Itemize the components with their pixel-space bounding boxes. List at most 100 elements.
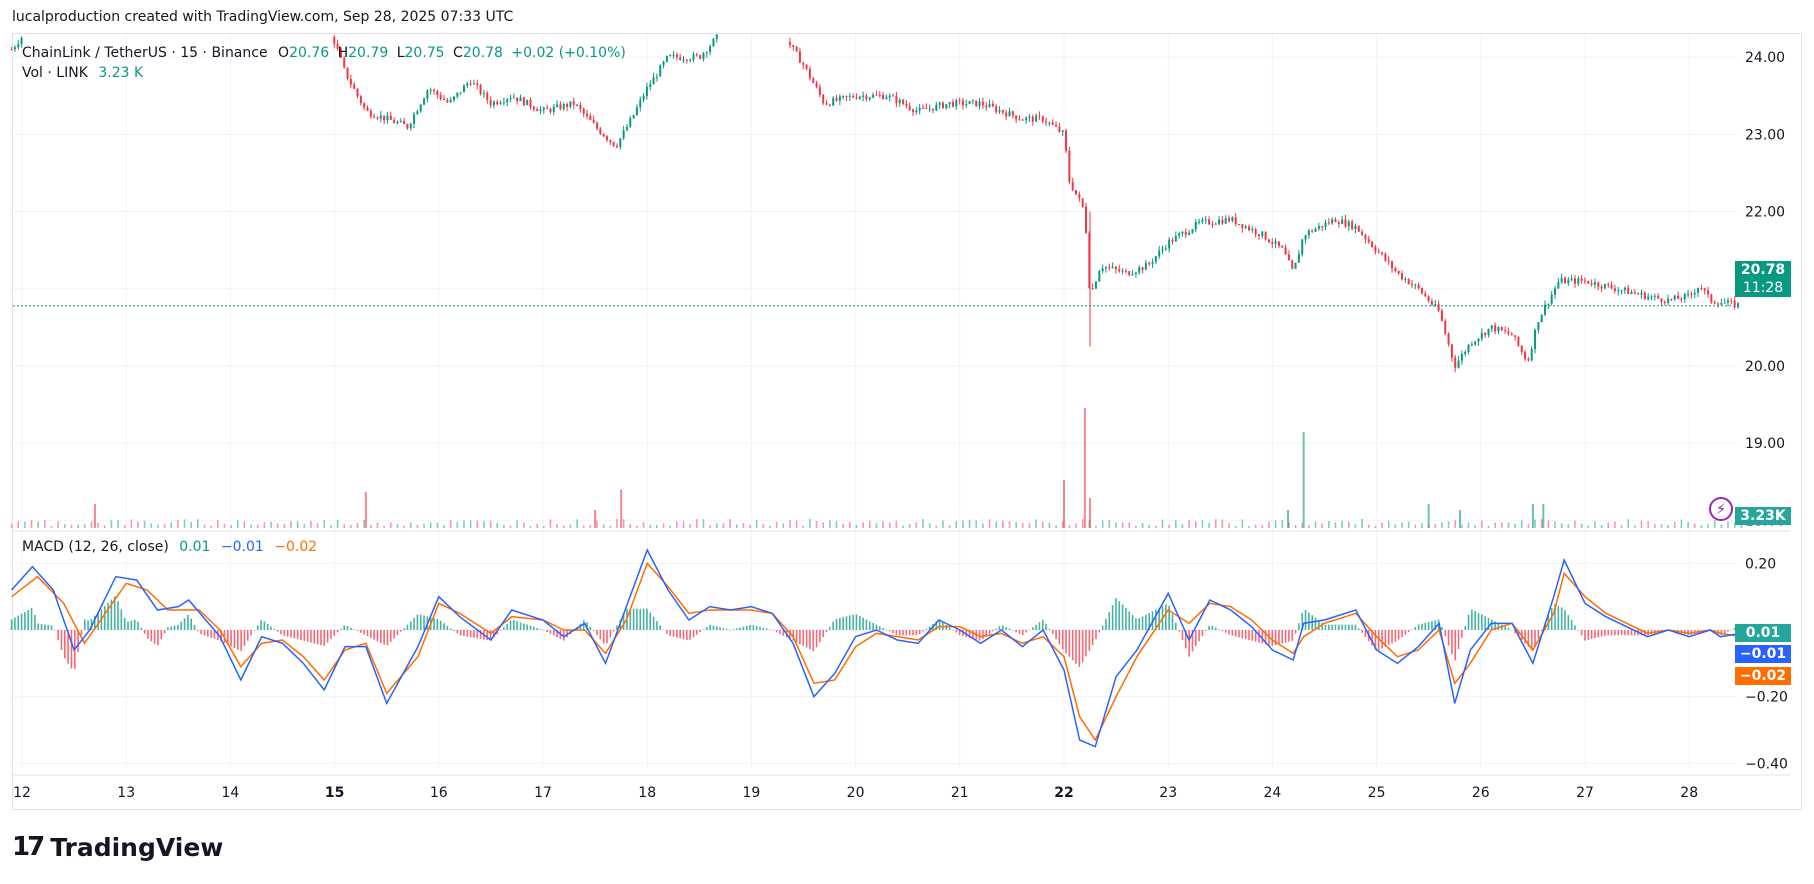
symbol-legend[interactable]: ChainLink / TetherUS · 15 · Binance O20.… <box>22 45 626 61</box>
volume-bar <box>955 521 958 528</box>
candle-body <box>665 55 668 62</box>
candle-body <box>895 96 898 104</box>
x-tick-label: 23 <box>1159 785 1177 801</box>
candle-body <box>339 48 342 58</box>
candle-body <box>1144 263 1147 270</box>
volume-bar <box>1341 520 1343 528</box>
macd-histogram-bar <box>353 629 355 630</box>
macd-signal-value: −0.02 <box>274 539 318 555</box>
candle-body <box>1257 234 1260 237</box>
candle-body <box>702 53 705 59</box>
macd-histogram-bar <box>250 630 252 636</box>
candle-body <box>1417 284 1420 289</box>
macd-histogram-bar <box>543 630 545 631</box>
candle-body <box>652 77 655 85</box>
macd-legend[interactable]: MACD (12, 26, close) 0.01 −0.01 −0.02 <box>22 539 317 555</box>
macd-histogram-bar <box>1404 630 1407 635</box>
candle-body <box>1597 282 1600 287</box>
macd-histogram-bar <box>779 630 781 634</box>
candle-body <box>586 113 589 116</box>
x-tick-label: 25 <box>1368 785 1386 801</box>
volume-bar <box>1547 520 1550 528</box>
macd-histogram-bar <box>1487 617 1490 630</box>
candle-body <box>961 100 964 106</box>
candle-body <box>406 124 409 129</box>
candle-body <box>383 115 386 121</box>
candle-body <box>363 103 366 108</box>
macd-histogram-bar <box>868 621 871 630</box>
macd-histogram-bar <box>469 630 472 638</box>
candle-body <box>1208 219 1211 225</box>
lightning-icon[interactable]: ⚡ <box>1709 497 1733 521</box>
candle-body <box>1673 295 1676 300</box>
volume-bar <box>755 519 758 528</box>
volume-bar <box>1374 525 1377 528</box>
volume-bar <box>330 525 332 528</box>
volume-bar <box>529 525 532 528</box>
candle-body <box>1088 232 1091 289</box>
candle-body <box>659 65 662 77</box>
volume-bar <box>263 522 266 528</box>
macd-histogram-bar <box>1171 614 1174 630</box>
volume-bar <box>1387 520 1390 528</box>
macd-histogram-bar <box>1278 630 1280 645</box>
candle-body <box>599 128 602 134</box>
volume-legend[interactable]: Vol · LINK 3.23 K <box>22 65 143 81</box>
macd-histogram-bar <box>486 630 489 641</box>
macd-histogram-bar <box>1228 630 1230 635</box>
candle-body <box>978 101 981 107</box>
candle-body <box>446 99 449 103</box>
macd-histogram-bar <box>1387 630 1390 646</box>
volume-bar <box>1567 524 1570 528</box>
volume-bar <box>1294 524 1297 528</box>
volume-bar <box>137 521 139 528</box>
symbol-title[interactable]: ChainLink / TetherUS · 15 · Binance <box>22 45 268 61</box>
macd-histogram-bar <box>370 630 372 638</box>
macd-histogram-bar <box>1204 630 1207 632</box>
candle-body <box>639 99 642 108</box>
macd-histogram-bar <box>220 630 222 642</box>
volume-bar <box>709 525 711 528</box>
volume-bar <box>928 523 931 528</box>
volume-bar <box>908 524 911 528</box>
macd-histogram-bar <box>955 630 958 633</box>
candle-body <box>502 102 505 104</box>
volume-bar <box>1028 523 1031 528</box>
macd-histogram-bar <box>1184 630 1187 649</box>
chart-canvas[interactable]: 12 13 14 15 16 17 18 19 20 21 22 23 24 25 26 27 28 24.00 2… <box>0 0 1814 820</box>
candle-body <box>549 109 552 112</box>
volume-bar <box>523 522 525 528</box>
volume-bar <box>855 524 858 528</box>
macd-histogram-bar <box>456 630 459 634</box>
macd-histogram-bar <box>340 628 342 630</box>
candle-body <box>1384 254 1387 261</box>
candle-body <box>1484 332 1487 336</box>
candle-body <box>828 104 831 106</box>
candle-body <box>1603 283 1606 289</box>
price-tick-label: 20.00 <box>1745 359 1785 375</box>
candle-body <box>452 96 455 100</box>
x-tick-label: 20 <box>847 785 865 801</box>
macd-histogram-bar <box>473 630 475 638</box>
macd-histogram-bar <box>925 629 928 630</box>
macd-histogram-bar <box>765 628 768 630</box>
volume-bar <box>463 520 465 528</box>
candle-body <box>356 88 359 97</box>
volume-bar <box>183 519 186 528</box>
candle-body <box>802 62 805 65</box>
candle-body <box>1723 302 1726 304</box>
volume-bar <box>483 521 485 528</box>
macd-histogram-bar <box>915 630 918 636</box>
candle-body <box>1374 247 1377 252</box>
macd-histogram-bar <box>1394 630 1397 642</box>
volume-bar <box>649 524 652 528</box>
chart-frame[interactable] <box>12 33 1802 810</box>
volume-bar <box>1580 523 1583 528</box>
volume-bar <box>915 522 918 528</box>
candle-body <box>353 84 356 89</box>
tradingview-logo[interactable]: 17 TradingView <box>12 832 223 862</box>
volume-bar <box>609 525 612 528</box>
macd-histogram-bar <box>686 630 688 641</box>
volume-bar <box>1461 524 1463 528</box>
x-tick-label: 19 <box>742 785 760 801</box>
